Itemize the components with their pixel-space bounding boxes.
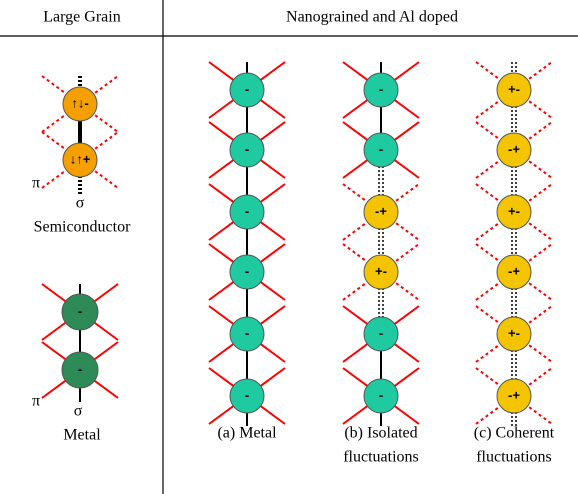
- atom-label: -+: [508, 387, 520, 402]
- atom-label: -: [245, 387, 249, 402]
- atom-label: -+: [508, 263, 520, 278]
- sigma: σ: [74, 403, 83, 420]
- atom-label: +-: [508, 203, 520, 218]
- pi: π: [32, 393, 40, 410]
- caption: fluctuations: [476, 449, 552, 466]
- caption: fluctuations: [343, 449, 419, 466]
- atom-label: -: [245, 81, 249, 96]
- atom-label: +-: [508, 81, 520, 96]
- atom-label: -: [245, 203, 249, 218]
- atom-label: +-: [375, 263, 387, 278]
- caption: (c) Coherent: [474, 425, 555, 442]
- atom-label: -: [379, 387, 383, 402]
- atom-label: +-: [508, 325, 520, 340]
- diagram: Large Grain Nanograined and Al doped π σ…: [0, 0, 578, 494]
- atom-label: -+: [508, 141, 520, 156]
- atom-label: -: [379, 81, 383, 96]
- label: Semiconductor: [34, 219, 132, 236]
- atom-label: -: [245, 325, 249, 340]
- atom-label: -: [379, 325, 383, 340]
- label: Metal: [63, 427, 101, 444]
- atom-label: -: [245, 263, 249, 278]
- atom-label: -: [78, 303, 82, 318]
- header-left: Large Grain: [43, 9, 120, 26]
- atom-label: -: [245, 141, 249, 156]
- atom-label: ↓↑+: [70, 151, 91, 166]
- atom-label: -: [379, 141, 383, 156]
- caption: (b) Isolated: [344, 425, 417, 442]
- header-right: Nanograined and Al doped: [286, 9, 458, 26]
- caption: (a) Metal: [217, 425, 277, 442]
- pi: π: [32, 175, 40, 192]
- atom-label: -: [78, 361, 82, 376]
- atom-label: ↑↓-: [71, 95, 88, 110]
- atom-label: -+: [375, 203, 387, 218]
- sigma: σ: [76, 195, 85, 212]
